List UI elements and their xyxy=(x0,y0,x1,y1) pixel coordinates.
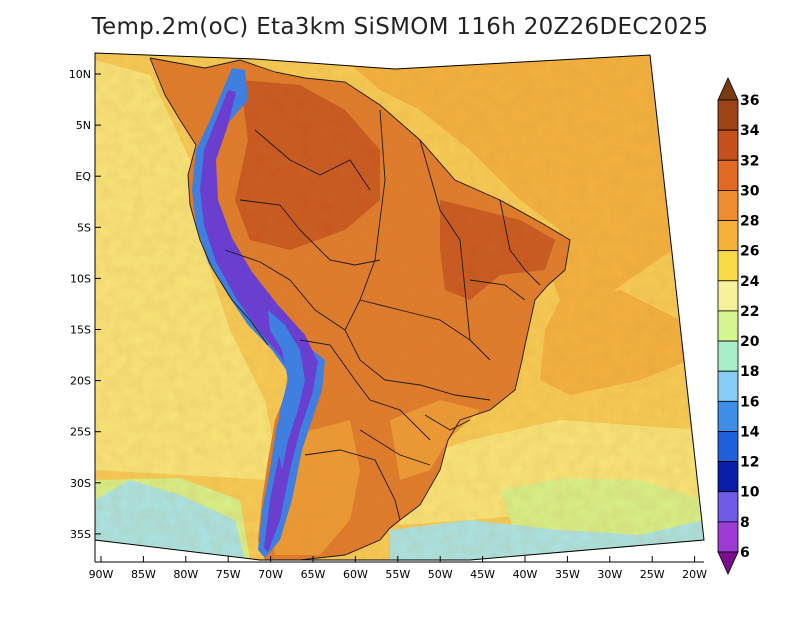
x-tick-label: 20W xyxy=(682,568,707,581)
y-axis: 10N 5N EQ 5S 10S 15S 20S 25S 30S 35S xyxy=(69,68,101,541)
colorbar-bottom-triangle xyxy=(717,551,739,575)
colorbar-swatch xyxy=(717,340,739,372)
colorbar-swatch xyxy=(717,159,739,191)
x-tick-label: 25W xyxy=(640,568,665,581)
border-line xyxy=(359,299,471,341)
colorbar-swatch xyxy=(717,461,739,493)
colorbar-swatch xyxy=(717,310,739,342)
border-line xyxy=(304,449,401,521)
colorbar-label: 34 xyxy=(740,123,760,139)
x-tick-label: 80W xyxy=(173,568,198,581)
x-tick-label: 35W xyxy=(555,568,580,581)
x-tick-label: 70W xyxy=(258,568,283,581)
x-tick-label: 60W xyxy=(343,568,368,581)
colorbar-swatch xyxy=(717,521,739,553)
colorbar: 36 34 32 30 28 26 24 22 20 18 16 14 12 10 8 6 xyxy=(717,77,760,575)
x-tick-label: 90W xyxy=(89,568,114,581)
colorbar-swatch xyxy=(717,431,739,463)
y-tick-label: 15S xyxy=(70,324,91,337)
border-line xyxy=(359,429,431,466)
y-tick-label: 5S xyxy=(77,221,91,234)
border-line xyxy=(499,199,541,286)
colorbar-label: 18 xyxy=(740,364,759,380)
colorbar-swatch xyxy=(717,99,739,131)
colorbar-label: 16 xyxy=(740,394,759,410)
colorbar-label: 14 xyxy=(740,424,760,440)
y-tick-label: 35S xyxy=(70,528,91,541)
map-field xyxy=(95,53,704,560)
political-borders xyxy=(149,57,571,560)
x-tick-label: 30W xyxy=(597,568,622,581)
y-tick-label: 25S xyxy=(70,426,91,439)
land-texture xyxy=(95,53,704,560)
y-tick-label: 20S xyxy=(70,375,91,388)
x-tick-label: 40W xyxy=(513,568,538,581)
map-title: Temp.2m(oC) Eta3km SiSMOM 116h 20Z26DEC2… xyxy=(91,14,709,40)
colorbar-label: 26 xyxy=(740,244,759,260)
y-tick-label: EQ xyxy=(75,170,91,183)
border-line xyxy=(459,239,491,361)
x-axis: 90W 85W 80W 75W 70W 65W 60W 55W 50W 45W 40W 35W 30W 2… xyxy=(89,556,707,581)
border-line xyxy=(149,57,571,560)
colorbar-label: 8 xyxy=(740,515,750,531)
colorbar-swatch xyxy=(717,220,739,252)
x-tick-label: 75W xyxy=(216,568,241,581)
colorbar-label: 22 xyxy=(740,304,759,320)
border-line xyxy=(419,139,461,241)
colorbar-label: 6 xyxy=(740,545,750,561)
colorbar-swatch xyxy=(717,370,739,402)
colorbar-label: 10 xyxy=(740,485,760,501)
colorbar-swatch xyxy=(717,400,739,432)
colorbar-swatch xyxy=(717,189,739,221)
border-line xyxy=(149,57,269,346)
x-tick-label: 45W xyxy=(470,568,495,581)
colorbar-label: 36 xyxy=(740,93,759,109)
colorbar-swatch xyxy=(717,491,739,523)
colorbar-label: 12 xyxy=(740,455,759,471)
colorbar-swatch xyxy=(717,280,739,312)
x-tick-label: 50W xyxy=(428,568,453,581)
y-tick-label: 5N xyxy=(76,119,91,132)
colorbar-label: 28 xyxy=(740,214,759,230)
x-tick-label: 85W xyxy=(131,568,156,581)
colorbar-label: 20 xyxy=(740,334,760,350)
border-line xyxy=(299,339,431,441)
border-line xyxy=(239,199,381,266)
border-line xyxy=(384,379,491,401)
colorbar-swatch xyxy=(717,129,739,161)
x-tick-label: 55W xyxy=(385,568,410,581)
colorbar-label: 24 xyxy=(740,274,760,290)
colorbar-label: 32 xyxy=(740,153,759,169)
border-line xyxy=(254,129,371,191)
y-tick-label: 30S xyxy=(70,477,91,490)
colorbar-label: 30 xyxy=(740,183,760,199)
map-frame xyxy=(94,52,705,561)
x-tick-label: 65W xyxy=(301,568,326,581)
y-tick-label: 10S xyxy=(70,272,91,285)
y-tick-label: 10N xyxy=(69,68,91,81)
border-line xyxy=(424,414,471,431)
colorbar-top-triangle xyxy=(717,77,739,101)
colorbar-swatch xyxy=(717,250,739,282)
border-line xyxy=(224,249,346,331)
border-line xyxy=(469,279,526,301)
andes-peak-band xyxy=(268,310,305,470)
